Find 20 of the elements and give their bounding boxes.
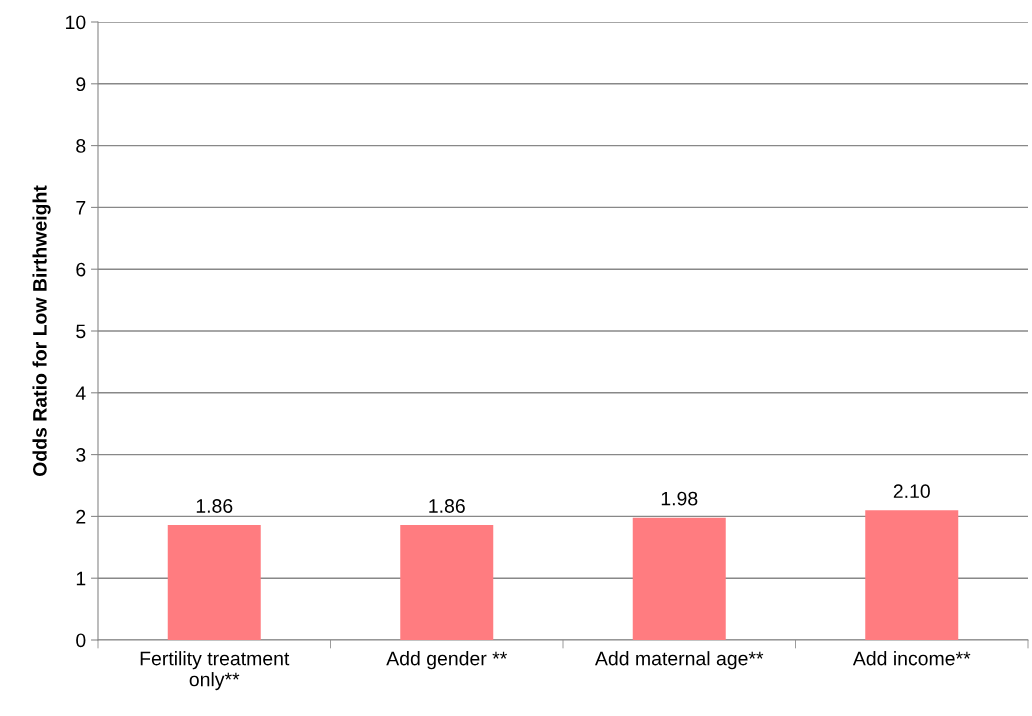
y-tick-label: 0 [76, 633, 86, 648]
y-tick-label: 8 [76, 139, 86, 153]
y-tick-label: 6 [76, 262, 86, 277]
x-tick-label: Add gender ** [386, 651, 507, 670]
y-tick-label: 4 [75, 386, 86, 400]
x-tick-label: Add income** [852, 651, 971, 666]
y-tick-label: 5 [76, 324, 86, 339]
y-tick-label: 3 [76, 448, 86, 462]
data-label: 1.86 [429, 499, 465, 513]
y-axis-title: Odds Ratio for Low Birthweight [32, 185, 51, 477]
data-label: 1.98 [661, 491, 698, 506]
y-tick-label: 2 [76, 509, 86, 524]
y-tick-label: 9 [76, 77, 86, 92]
data-label: 1.86 [196, 499, 233, 513]
y-tick-label: 7 [76, 201, 86, 215]
data-label: 2.10 [893, 484, 930, 499]
x-tick-label: Fertility treatment only** [140, 651, 290, 691]
y-tick-label: 10 [66, 15, 86, 30]
y-tick-label: 1 [76, 571, 86, 586]
x-tick-label: Add maternal age** [594, 651, 764, 670]
